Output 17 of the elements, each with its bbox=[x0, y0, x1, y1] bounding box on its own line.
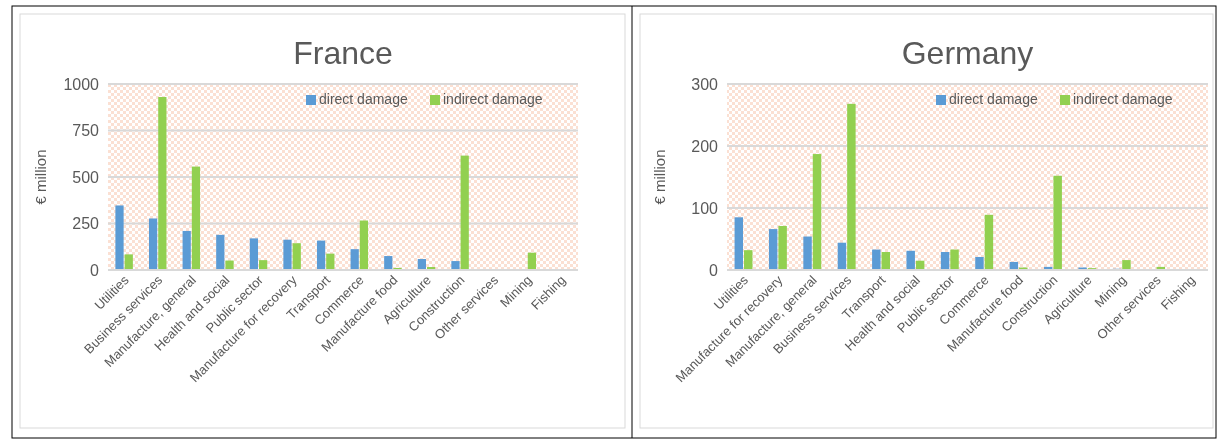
y-tick-label: 0 bbox=[709, 261, 719, 279]
legend-label: indirect damage bbox=[443, 91, 543, 107]
y-tick-label: 500 bbox=[72, 168, 100, 186]
y-tick-label: 300 bbox=[691, 75, 719, 93]
y-tick-label: 250 bbox=[72, 215, 100, 233]
chart-title: Germany bbox=[901, 35, 1034, 71]
chart-title: France bbox=[293, 35, 393, 71]
legend-label: direct damage bbox=[949, 91, 1038, 107]
y-tick-label: 200 bbox=[691, 137, 719, 155]
y-tick-label: 750 bbox=[72, 122, 100, 140]
legend-label: direct damage bbox=[319, 91, 408, 107]
legend-label: indirect damage bbox=[1073, 91, 1173, 107]
y-tick-label: 100 bbox=[691, 199, 719, 217]
y-tick-label: 1000 bbox=[63, 75, 100, 93]
y-axis-title: € million bbox=[651, 149, 668, 205]
y-axis-title: € million bbox=[32, 149, 49, 205]
y-tick-label: 0 bbox=[90, 261, 100, 279]
